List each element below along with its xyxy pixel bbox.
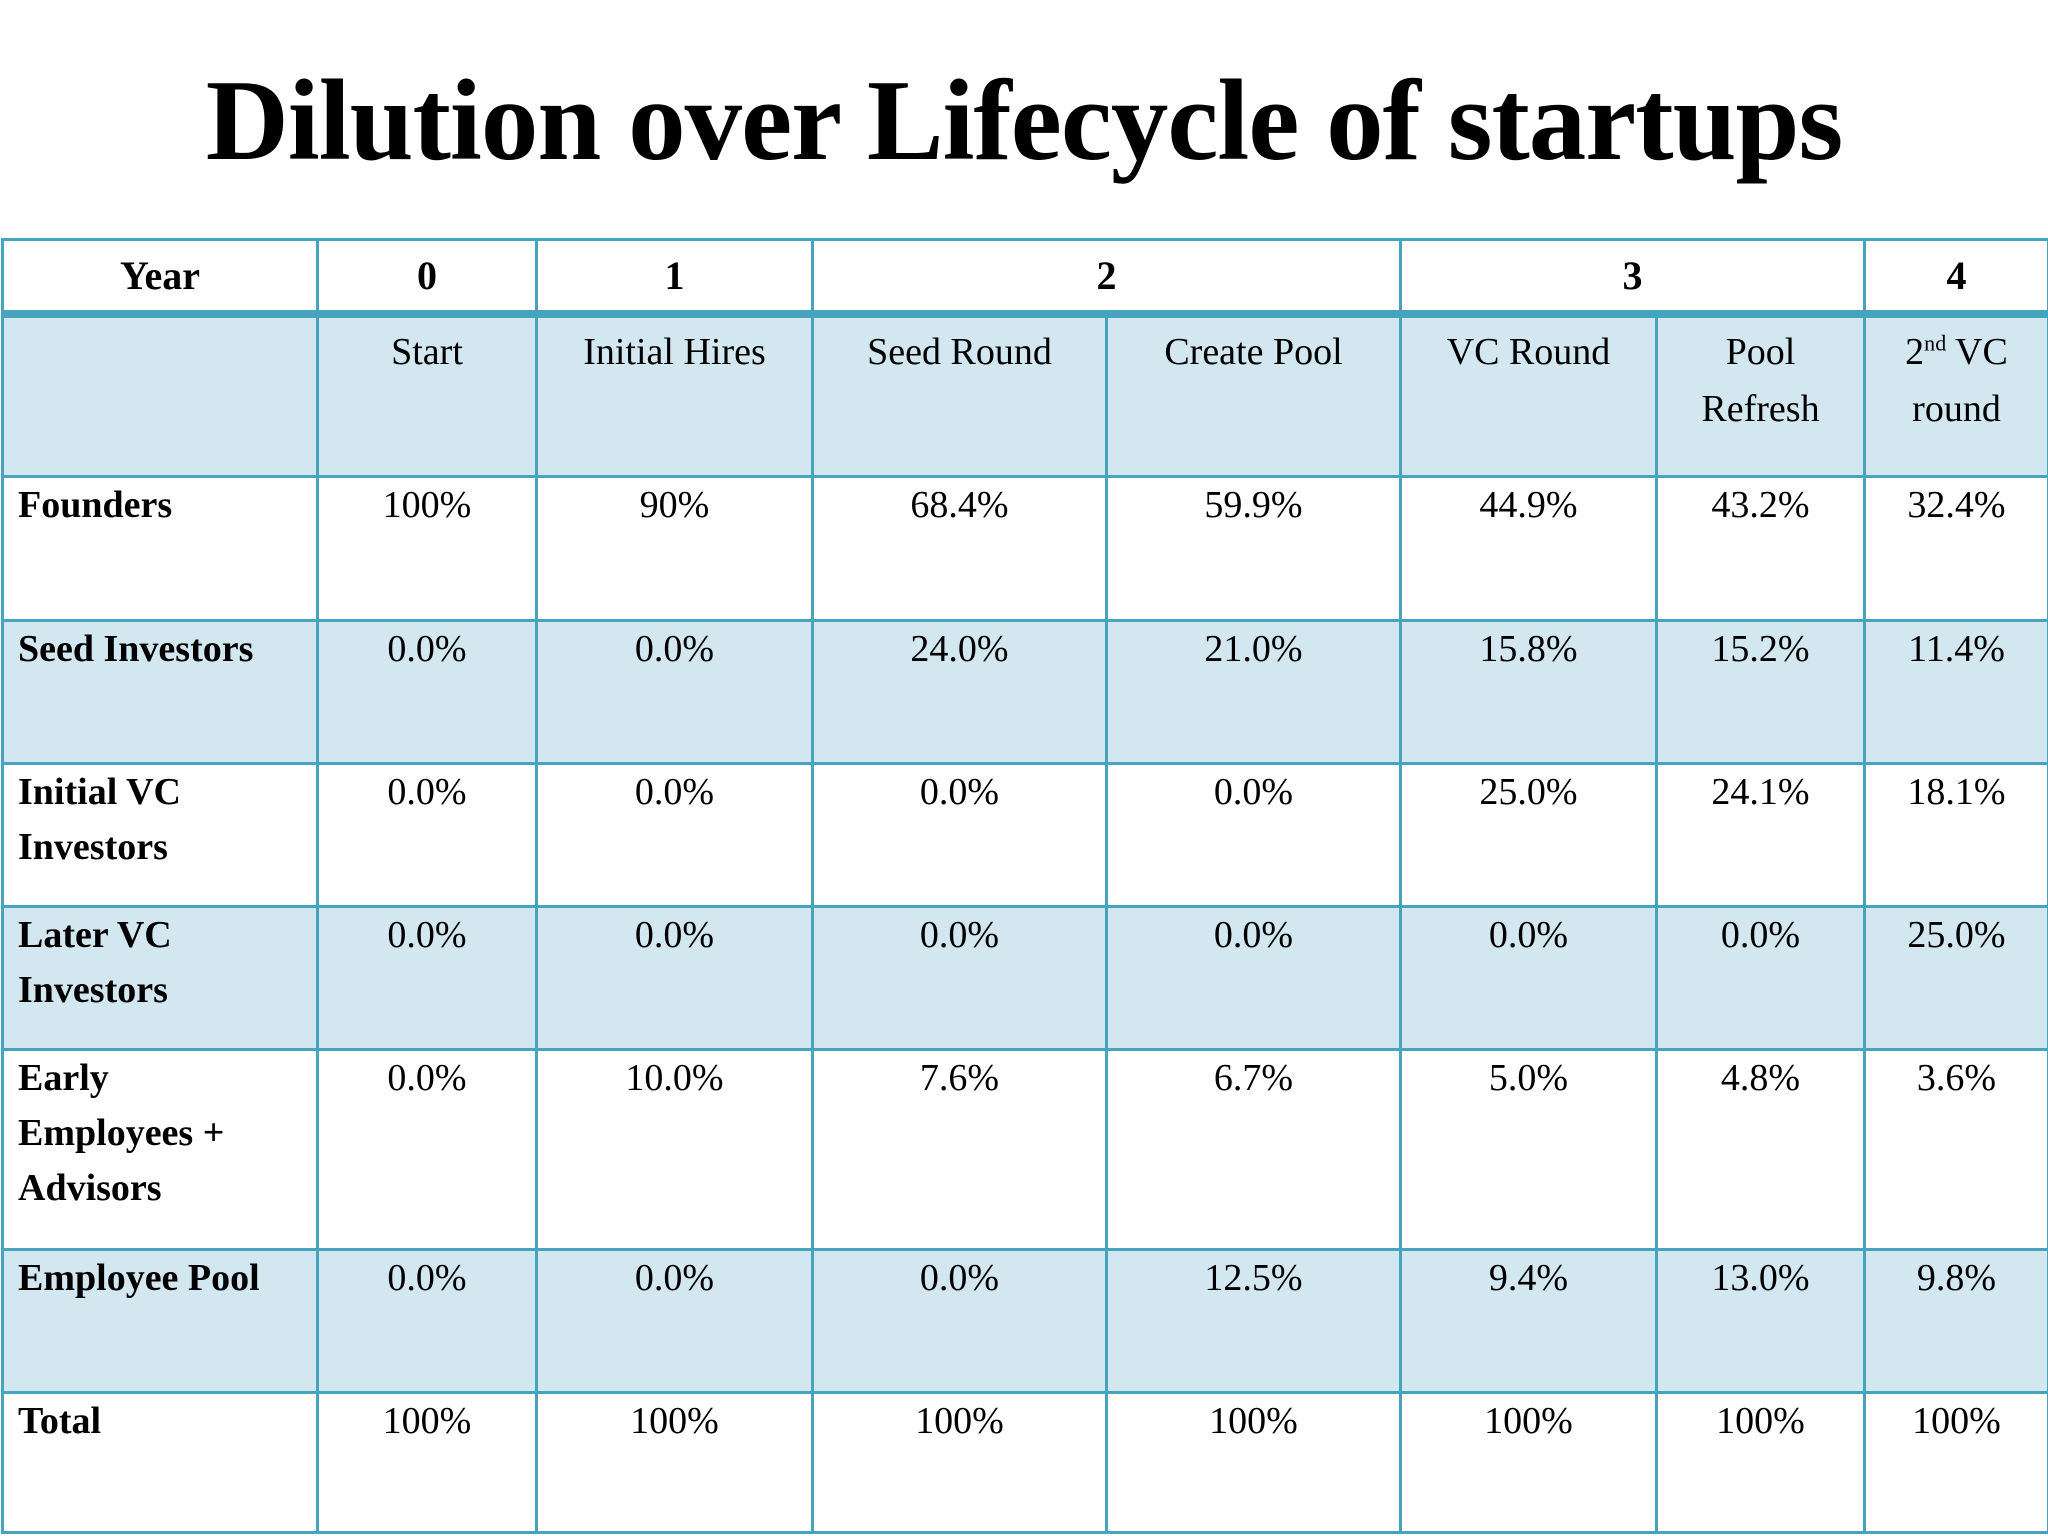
year-header-cell-3: 3 (1399, 238, 1866, 318)
dilution-table: Year 0 1 2 3 4 Start Initial Hires Seed Round Cre… (1, 238, 2048, 1534)
value-cell-total-initial-hires: 100% (535, 1391, 814, 1534)
table-head: Year 0 1 2 3 4 Start Initial Hires Seed Round Cre… (1, 238, 2048, 478)
value-cell-initial-vc-investors-initial-hires: 0.0% (535, 762, 814, 908)
value-cell-founders-create-pool: 59.9% (1105, 475, 1402, 622)
value-cell-later-vc-investors-initial-hires: 0.0% (535, 905, 814, 1051)
value-cell-early-employees-advisors-initial-hires: 10.0% (535, 1048, 814, 1251)
value-cell-seed-investors-seed-round: 24.0% (811, 619, 1108, 765)
year-row-label: Year (1, 238, 319, 318)
value-cell-founders-2-vc-round: 32.4% (1863, 475, 2048, 622)
value-cell-employee-pool-2-vc-round: 9.8% (1863, 1248, 2048, 1394)
value-cell-seed-investors-2-vc-round: 11.4% (1863, 619, 2048, 765)
value-cell-early-employees-advisors-create-pool: 6.7% (1105, 1048, 1402, 1251)
value-cell-later-vc-investors-vc-round: 0.0% (1399, 905, 1658, 1051)
table-row-total: Total 100% 100% 100% 100% 100% 100% 100% (1, 1391, 2048, 1534)
value-cell-total-seed-round: 100% (811, 1391, 1108, 1534)
value-cell-later-vc-investors-2-vc-round: 25.0% (1863, 905, 2048, 1051)
value-cell-later-vc-investors-create-pool: 0.0% (1105, 905, 1402, 1051)
stage-header-seed-round: Seed Round (811, 312, 1108, 478)
row-label-employee-pool: Employee Pool (1, 1248, 319, 1394)
value-cell-founders-seed-round: 68.4% (811, 475, 1108, 622)
year-header-cell-0: 0 (316, 238, 538, 318)
year-header-row: Year 0 1 2 3 4 (1, 238, 2048, 318)
value-cell-total-vc-round: 100% (1399, 1391, 1658, 1534)
value-cell-employee-pool-pool-refresh: 13.0% (1655, 1248, 1866, 1394)
value-cell-later-vc-investors-start: 0.0% (316, 905, 538, 1051)
row-label-founders: Founders (1, 475, 319, 622)
value-cell-seed-investors-pool-refresh: 15.2% (1655, 619, 1866, 765)
value-cell-early-employees-advisors-seed-round: 7.6% (811, 1048, 1108, 1251)
value-cell-seed-investors-initial-hires: 0.0% (535, 619, 814, 765)
value-cell-total-start: 100% (316, 1391, 538, 1534)
value-cell-employee-pool-create-pool: 12.5% (1105, 1248, 1402, 1394)
value-cell-total-pool-refresh: 100% (1655, 1391, 1866, 1534)
value-cell-founders-initial-hires: 90% (535, 475, 814, 622)
table-body: Founders 100% 90% 68.4% 59.9% 44.9% 43.2% 32.4%… (1, 475, 2048, 1534)
row-label-later-vc-investors: Later VC Investors (1, 905, 319, 1051)
row-label-initial-vc-investors: Initial VC Investors (1, 762, 319, 908)
value-cell-seed-investors-start: 0.0% (316, 619, 538, 765)
stage-header-2-vc-round: 2nd VC round (1863, 312, 2048, 478)
value-cell-seed-investors-vc-round: 15.8% (1399, 619, 1658, 765)
value-cell-initial-vc-investors-start: 0.0% (316, 762, 538, 908)
stage-header-row: Start Initial Hires Seed Round Create Pool V… (1, 312, 2048, 478)
value-cell-employee-pool-seed-round: 0.0% (811, 1248, 1108, 1394)
stage-header-corner-cell (1, 312, 319, 478)
value-cell-early-employees-advisors-pool-refresh: 4.8% (1655, 1048, 1866, 1251)
value-cell-founders-vc-round: 44.9% (1399, 475, 1658, 622)
table-row-initial-vc-investors: Initial VC Investors 0.0% 0.0% 0.0% 0.0% 25.0%… (1, 762, 2048, 908)
stage-header-initial-hires: Initial Hires (535, 312, 814, 478)
value-cell-total-create-pool: 100% (1105, 1391, 1402, 1534)
value-cell-employee-pool-initial-hires: 0.0% (535, 1248, 814, 1394)
year-header-cell-2: 2 (811, 238, 1402, 318)
stage-header-create-pool: Create Pool (1105, 312, 1402, 478)
table-row-employee-pool: Employee Pool 0.0% 0.0% 0.0% 12.5% 9.4% 13.0% 9… (1, 1248, 2048, 1394)
table-row-founders: Founders 100% 90% 68.4% 59.9% 44.9% 43.2% 32.4% (1, 475, 2048, 622)
table-row-early-employees-advisors: Early Employees + Advisors 0.0% 10.0% 7.6% 6.7… (1, 1048, 2048, 1251)
value-cell-initial-vc-investors-create-pool: 0.0% (1105, 762, 1402, 908)
year-header-cell-4: 4 (1863, 238, 2048, 318)
value-cell-later-vc-investors-pool-refresh: 0.0% (1655, 905, 1866, 1051)
value-cell-founders-pool-refresh: 43.2% (1655, 475, 1866, 622)
value-cell-early-employees-advisors-vc-round: 5.0% (1399, 1048, 1658, 1251)
value-cell-total-2-vc-round: 100% (1863, 1391, 2048, 1534)
value-cell-initial-vc-investors-2-vc-round: 18.1% (1863, 762, 2048, 908)
value-cell-employee-pool-vc-round: 9.4% (1399, 1248, 1658, 1394)
value-cell-seed-investors-create-pool: 21.0% (1105, 619, 1402, 765)
row-label-total: Total (1, 1391, 319, 1534)
value-cell-employee-pool-start: 0.0% (316, 1248, 538, 1394)
value-cell-early-employees-advisors-start: 0.0% (316, 1048, 538, 1251)
value-cell-initial-vc-investors-vc-round: 25.0% (1399, 762, 1658, 908)
stage-header-vc-round: VC Round (1399, 312, 1658, 478)
page-title: Dilution over Lifecycle of startups (205, 57, 1844, 184)
table-row-later-vc-investors: Later VC Investors 0.0% 0.0% 0.0% 0.0% 0.0% 0.0… (1, 905, 2048, 1051)
value-cell-initial-vc-investors-pool-refresh: 24.1% (1655, 762, 1866, 908)
value-cell-later-vc-investors-seed-round: 0.0% (811, 905, 1108, 1051)
year-header-cell-1: 1 (535, 238, 814, 318)
row-label-early-employees-advisors: Early Employees + Advisors (1, 1048, 319, 1251)
value-cell-founders-start: 100% (316, 475, 538, 622)
table-row-seed-investors: Seed Investors 0.0% 0.0% 24.0% 21.0% 15.8% 15.… (1, 619, 2048, 765)
value-cell-early-employees-advisors-2-vc-round: 3.6% (1863, 1048, 2048, 1251)
row-label-seed-investors: Seed Investors (1, 619, 319, 765)
value-cell-initial-vc-investors-seed-round: 0.0% (811, 762, 1108, 908)
stage-header-start: Start (316, 312, 538, 478)
stage-header-pool-refresh: Pool Refresh (1655, 312, 1866, 478)
